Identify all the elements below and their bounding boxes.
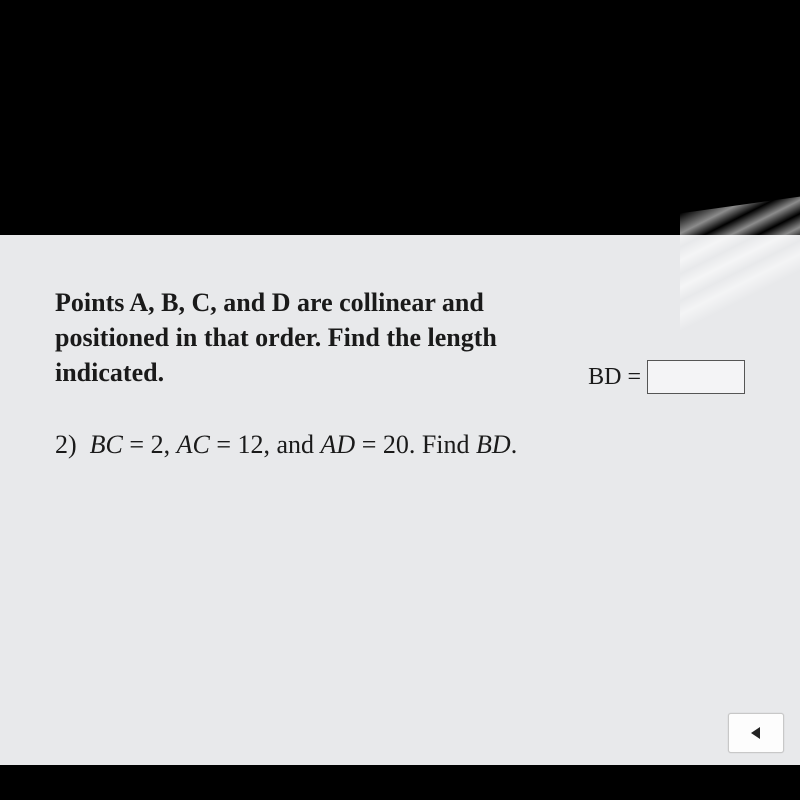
answer-label: BD = [588, 364, 641, 391]
eq-ad: = 20. Find [355, 430, 476, 459]
answer-group: BD = [588, 360, 745, 394]
worksheet-page: Points A, B, C, and D are collinear and … [0, 235, 800, 765]
segment-ad: AD [321, 430, 356, 459]
segment-bc: BC [90, 430, 123, 459]
period: . [511, 430, 518, 459]
problem-number: 2) [55, 430, 77, 459]
instructions-line-1: Points A, B, C, and D are collinear and [55, 288, 484, 317]
eq-bc: = 2, [123, 430, 177, 459]
segment-bd: BD [476, 430, 511, 459]
instructions-line-2: positioned in that order. Find the lengt… [55, 323, 497, 352]
problem-instructions: Points A, B, C, and D are collinear and … [55, 285, 595, 390]
triangle-left-icon [749, 725, 763, 741]
segment-ac: AC [177, 430, 210, 459]
answer-input[interactable] [647, 360, 745, 394]
eq-ac: = 12, and [210, 430, 321, 459]
problem-statement: 2) BC = 2, AC = 12, and AD = 20. Find BD… [55, 430, 755, 460]
prev-button[interactable] [728, 713, 784, 753]
instructions-line-3: indicated. [55, 358, 164, 387]
